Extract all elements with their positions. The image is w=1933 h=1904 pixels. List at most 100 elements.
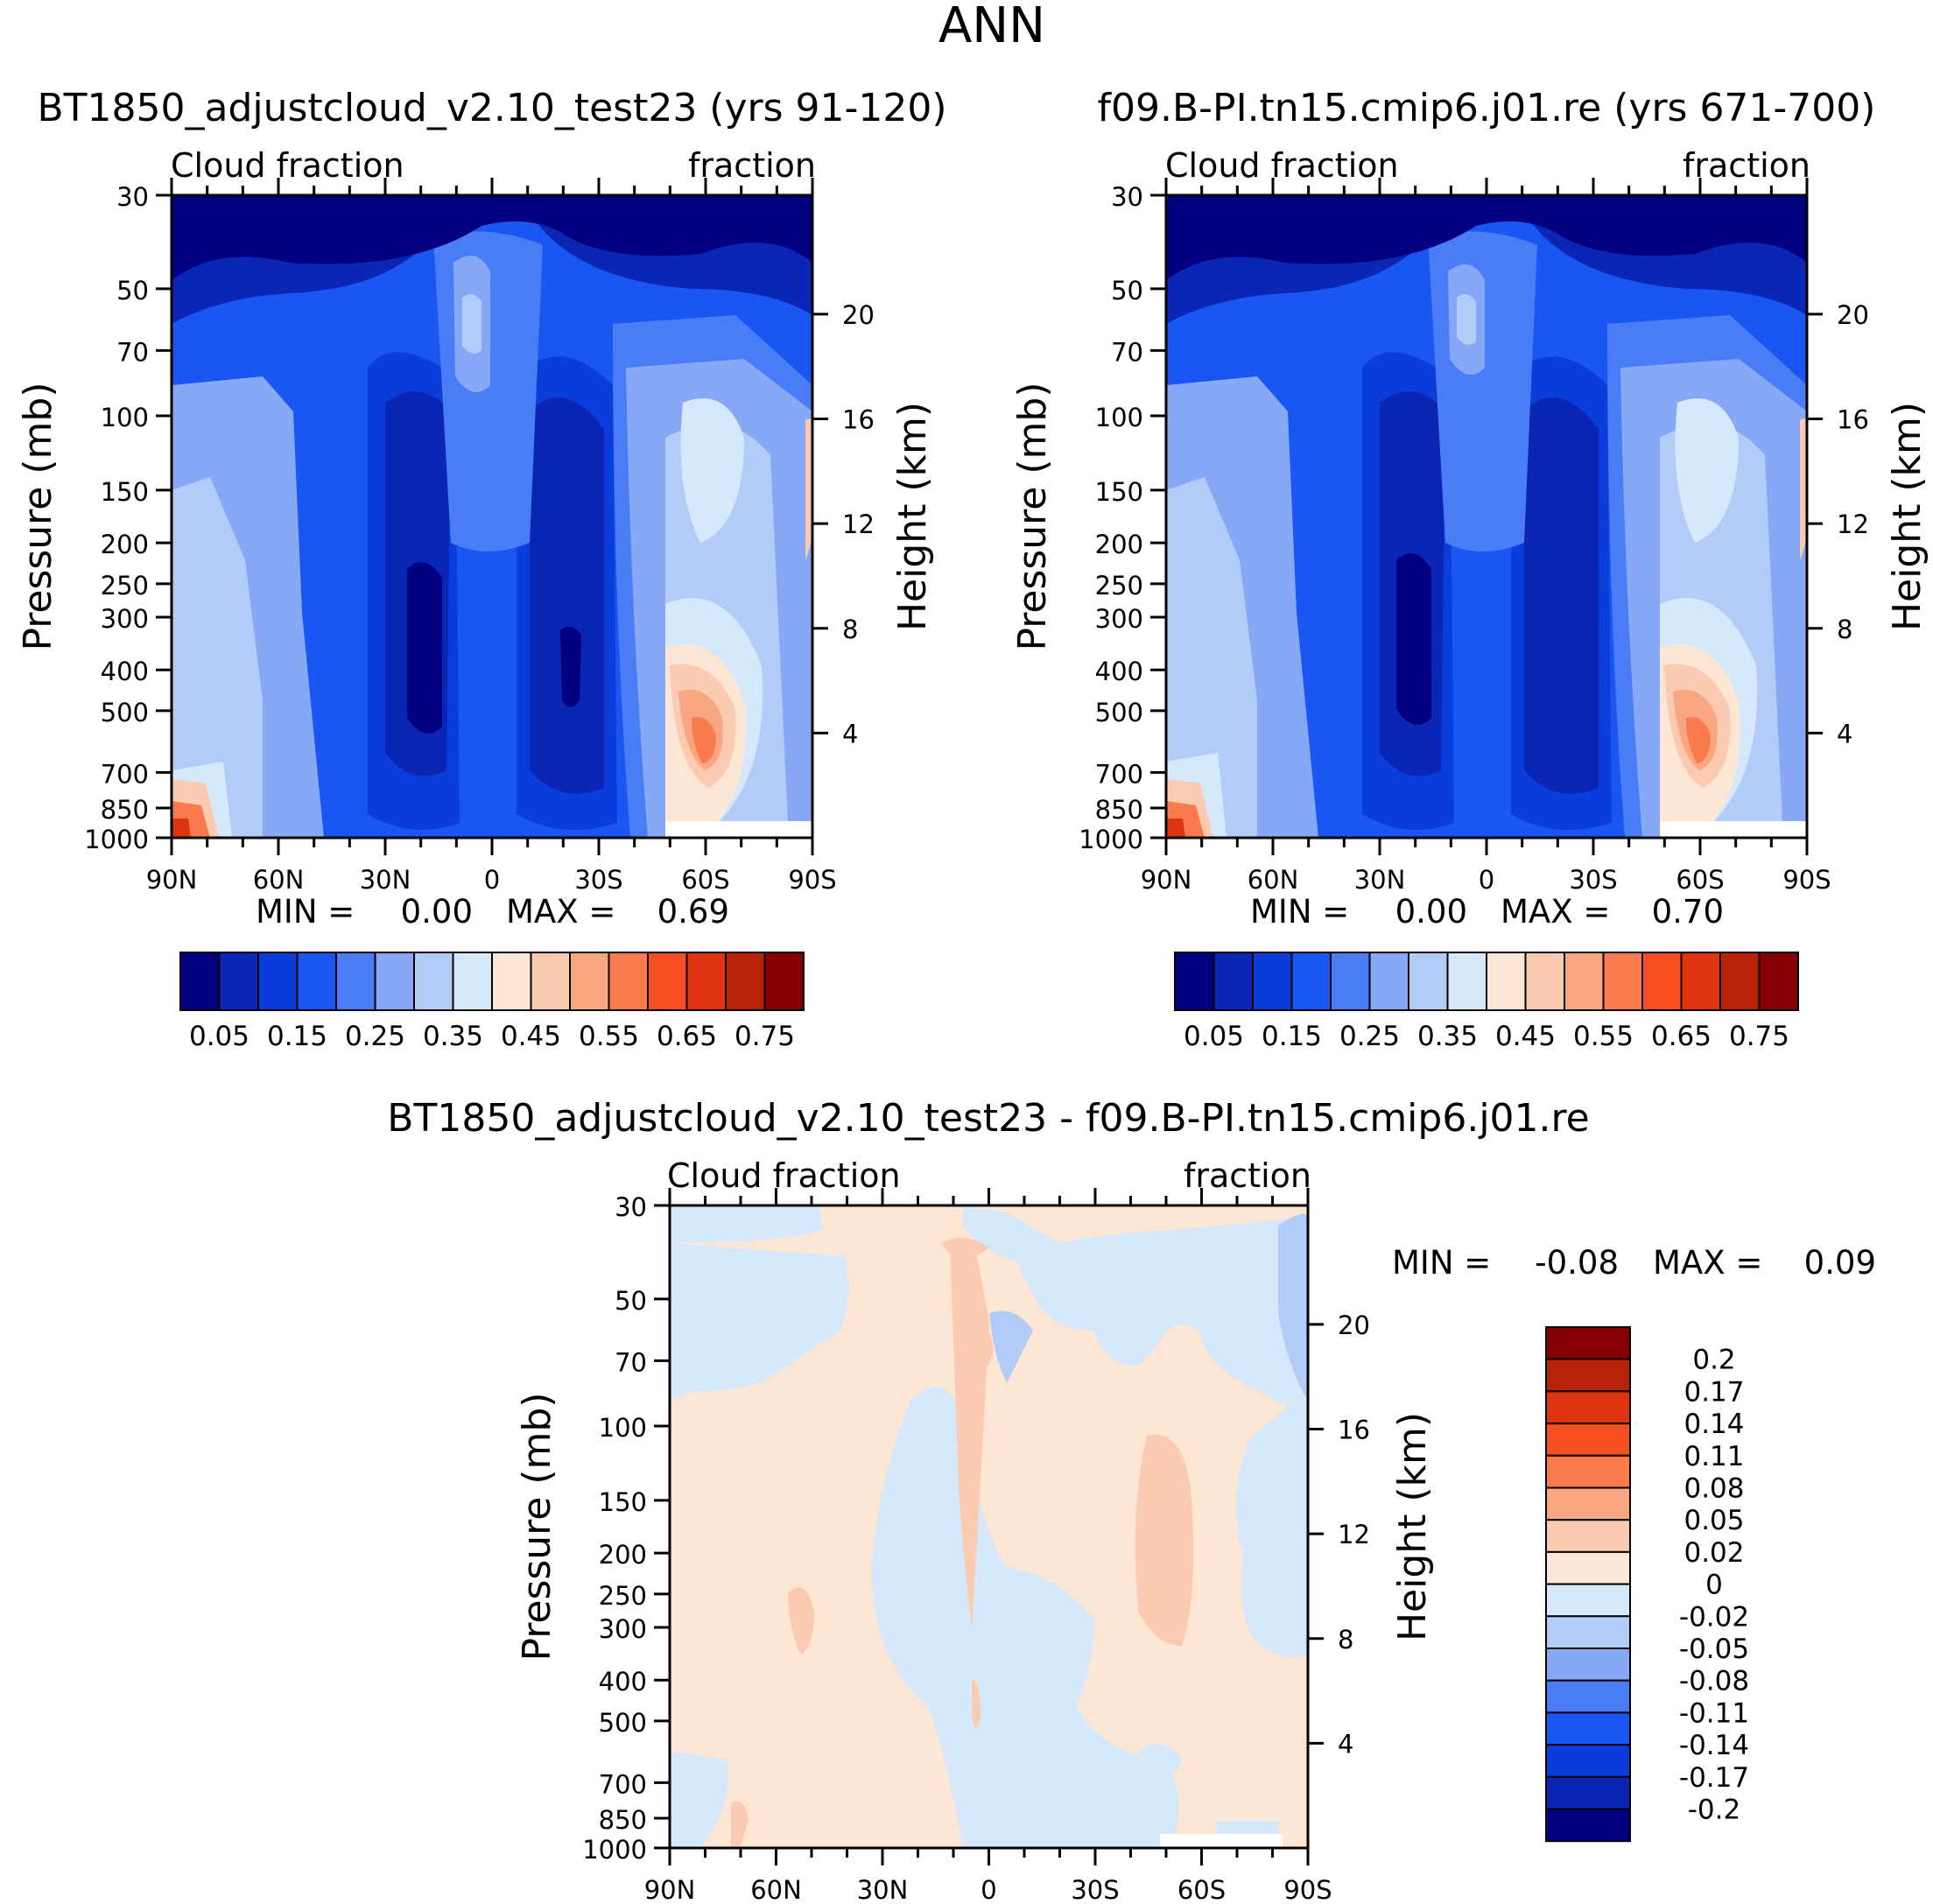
colorbar-box (1446, 952, 1487, 1011)
y-tick-label: 70 (116, 337, 149, 367)
y-tick-label: 1000 (84, 825, 149, 854)
x-tick-label: 60S (681, 865, 729, 895)
right-string: fraction (1683, 146, 1810, 185)
height-tick-label: 8 (842, 615, 858, 644)
colorbar-label: -0.14 (1679, 1730, 1749, 1761)
min-label: MIN = (1250, 893, 1349, 931)
figure-title: ANN (938, 0, 1045, 54)
colorbar-box (1545, 1711, 1631, 1746)
contour-band (950, 1241, 989, 1628)
colorbar-box (1545, 1326, 1631, 1360)
contour-band (805, 418, 812, 560)
y-tick-label: 700 (1095, 759, 1143, 789)
colorbar-box (413, 952, 454, 1011)
colorbar-box (1252, 952, 1293, 1011)
contour-band (731, 1801, 749, 1848)
colorbar-box (1330, 952, 1371, 1011)
colorbar-label: -0.2 (1688, 1795, 1741, 1826)
right-string: fraction (1184, 1156, 1311, 1195)
colorbar-box (647, 952, 688, 1011)
y-tick-label: 150 (101, 477, 149, 507)
x-tick-label: 90N (644, 1875, 696, 1904)
x-tick-label: 30S (574, 865, 622, 895)
right-string: fraction (688, 146, 816, 185)
min-value: 0.00 (1395, 893, 1467, 931)
y-tick-label: 700 (599, 1769, 647, 1799)
y-tick-label: 150 (599, 1487, 647, 1517)
y-tick-label: 250 (101, 571, 149, 601)
x-tick-label: 0 (981, 1875, 996, 1904)
colorbar-label: 0.15 (267, 1021, 327, 1052)
colorbar-label: 0 (1705, 1570, 1723, 1601)
ylabel-right: Height (km) (890, 402, 935, 631)
colorbar-label: 0.35 (1417, 1021, 1478, 1052)
colorbar-box (1545, 1550, 1631, 1585)
height-tick-label: 12 (1837, 509, 1869, 539)
max-label: MAX = (506, 893, 615, 931)
max-label: MAX = (1501, 893, 1610, 931)
colorbar-box (218, 952, 259, 1011)
colorbar-label: 0.25 (1339, 1021, 1400, 1052)
colorbar-box (1564, 952, 1605, 1011)
y-tick-label: 100 (599, 1413, 647, 1443)
y-tick-label: 30 (615, 1192, 647, 1222)
contour-band (1396, 553, 1431, 725)
x-tick-label: 0 (484, 865, 500, 895)
contour-band (941, 1237, 989, 1265)
colorbar-label: 0.75 (735, 1021, 795, 1052)
colorbar-label: 0.45 (1495, 1021, 1556, 1052)
x-tick-label: 30N (1354, 865, 1406, 895)
contour-band (963, 1205, 1308, 1418)
colorbar-label: 0.17 (1683, 1376, 1744, 1408)
missing-data (665, 821, 812, 838)
ylabel: Pressure (mb) (16, 383, 60, 651)
colorbar-box (725, 952, 766, 1011)
contour-field (670, 1205, 1308, 1848)
colorbar-label: 0.14 (1683, 1409, 1744, 1440)
colorbar-label: 0.05 (1683, 1505, 1744, 1536)
contour-band (172, 477, 263, 838)
colorbar-label: 0.05 (1184, 1021, 1244, 1052)
y-tick-label: 500 (599, 1708, 647, 1738)
colorbar-box (1408, 952, 1449, 1011)
y-tick-label: 250 (599, 1581, 647, 1611)
height-tick-label: 8 (1338, 1625, 1353, 1655)
ylabel-right: Height (km) (1390, 1412, 1435, 1641)
y-tick-label: 30 (1111, 182, 1143, 212)
contour-band (989, 1310, 1033, 1383)
y-tick-label: 400 (1095, 657, 1143, 686)
colorbar-box (1545, 1679, 1631, 1714)
contour-band (670, 1205, 823, 1243)
height-tick-label: 4 (1837, 719, 1852, 748)
y-tick-label: 200 (1095, 530, 1143, 559)
colorbar-box (1545, 1454, 1631, 1489)
y-tick-label: 70 (1111, 337, 1143, 367)
y-tick-label: 50 (1111, 276, 1143, 306)
colorbar-box (685, 952, 727, 1011)
x-tick-label: 30S (1071, 1875, 1119, 1904)
colorbar-box (179, 952, 221, 1011)
height-tick-label: 4 (1338, 1729, 1353, 1759)
y-tick-label: 400 (101, 657, 149, 686)
y-tick-label: 500 (101, 698, 149, 727)
colorbar-box (1213, 952, 1254, 1011)
left-string: Cloud fraction (667, 1156, 901, 1195)
colorbar-label: 0.11 (1683, 1441, 1744, 1472)
colorbar: 0.05 0.15 0.25 0.35 0.45 0.55 0.65 0.75 (179, 952, 805, 1052)
x-tick-label: 60N (1248, 865, 1299, 895)
contour-field (1166, 195, 1807, 838)
colorbar-box (1545, 1358, 1631, 1393)
colorbar-label: 0.65 (1651, 1021, 1712, 1052)
colorbar-label: 0.55 (1573, 1021, 1634, 1052)
x-tick-label: 30S (1569, 865, 1617, 895)
y-tick-label: 50 (116, 276, 149, 306)
height-tick-label: 20 (1338, 1310, 1370, 1340)
height-tick-label: 16 (842, 405, 875, 435)
contour-band (788, 1587, 814, 1655)
colorbar-label: 0.55 (579, 1021, 639, 1052)
contour-band (1135, 1434, 1194, 1646)
colorbar-box (1545, 1390, 1631, 1425)
contour-band (1278, 1213, 1308, 1401)
